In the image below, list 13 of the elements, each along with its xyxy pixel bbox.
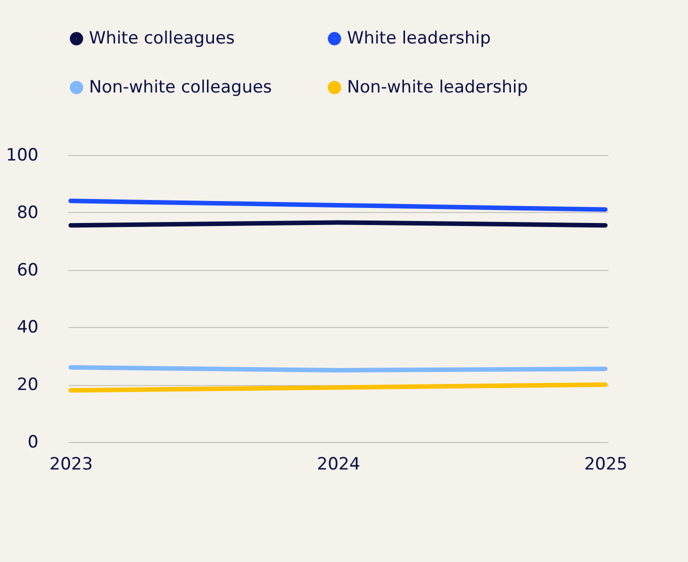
legend-label: Non-white colleagues (89, 78, 272, 98)
y-tick-label: 80 (16, 202, 38, 223)
legend-label: Non-white leadership (347, 78, 528, 98)
y-tick-label: 0 (28, 432, 38, 452)
y-tick-label: 20 (16, 375, 38, 396)
y-tick-label: 60 (16, 260, 38, 280)
x-tick-label: 2025 (584, 454, 628, 474)
x-tick-label: 2024 (316, 454, 360, 474)
y-tick-label: 40 (16, 318, 38, 338)
legend-label: White leadership (347, 28, 491, 49)
x-tick-label: 2023 (50, 454, 93, 474)
legend-label: White colleagues (89, 28, 235, 49)
y-tick-label: 100 (6, 146, 38, 166)
